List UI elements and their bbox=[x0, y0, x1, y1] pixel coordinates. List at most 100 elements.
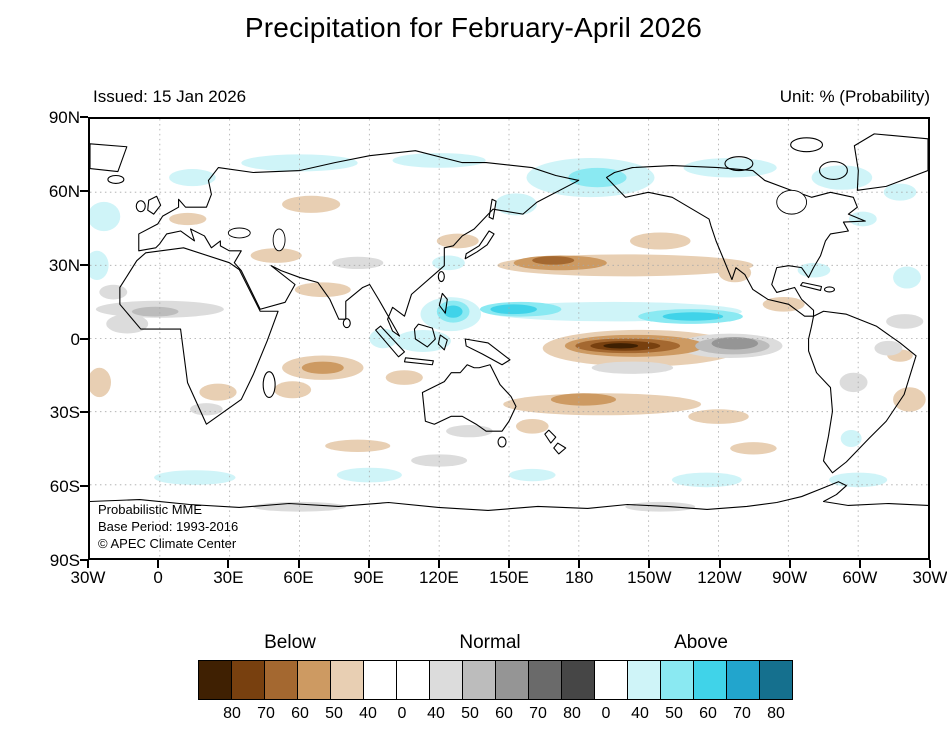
coastline-madagascar bbox=[262, 371, 276, 399]
coastline-australia bbox=[421, 364, 517, 432]
colorbar-number: 40 bbox=[427, 705, 445, 722]
black-sea bbox=[227, 227, 251, 239]
region-east-pacific-gray-core bbox=[711, 337, 759, 350]
coastline-java bbox=[403, 357, 434, 366]
coastline-new-zealand-north bbox=[544, 429, 557, 444]
colorbar-cell-normal-80 bbox=[561, 660, 595, 700]
unit-label: Unit: % (Probability) bbox=[779, 87, 930, 106]
colorbar-cell-below-60 bbox=[264, 660, 298, 700]
coastline-greenland-west-sliver bbox=[90, 143, 128, 173]
x-axis-label-60W-11: 60W bbox=[842, 568, 878, 587]
region-ne-brazil-interior bbox=[874, 340, 903, 356]
colorbar-number: 50 bbox=[665, 705, 683, 722]
region-spcz-mid bbox=[550, 393, 616, 406]
region-philippines-core bbox=[443, 305, 463, 318]
coastline-greenland-east bbox=[853, 133, 928, 191]
region-equatorial-atlantic-right bbox=[886, 314, 924, 329]
y-tick-mark bbox=[80, 116, 88, 118]
colorbar-cell-white bbox=[363, 660, 397, 700]
x-axis-label-90W-10: 90W bbox=[772, 568, 808, 587]
region-east-china-sea bbox=[432, 255, 465, 271]
y-axis-label-30N: 30N bbox=[48, 255, 80, 275]
x-tick-mark bbox=[648, 560, 651, 568]
colorbar-group-normal: Normal bbox=[459, 632, 521, 653]
region-southern-ocean-east-pacific bbox=[671, 472, 742, 488]
caspian-sea bbox=[272, 228, 286, 252]
colorbar-cell-normal-40 bbox=[429, 660, 463, 700]
probability-regions-layer bbox=[90, 153, 926, 512]
region-southern-ocean-atlantic bbox=[154, 470, 236, 485]
region-southern-ocean-gray bbox=[411, 454, 468, 467]
x-axis-label-150E-6: 150E bbox=[489, 568, 529, 587]
coastlines-layer bbox=[90, 133, 928, 511]
region-itcz-east-core bbox=[662, 312, 724, 321]
coastline-ellesmere-island bbox=[790, 137, 824, 153]
colorbar-group-below: Below bbox=[264, 632, 316, 653]
region-middle-east-caspian bbox=[250, 248, 302, 263]
y-axis-label-60S: 60S bbox=[49, 477, 80, 497]
x-tick-mark bbox=[367, 560, 370, 568]
region-guinea-coast bbox=[106, 314, 149, 334]
region-sahel-gray-mid bbox=[131, 306, 179, 317]
coastline-sumatra bbox=[375, 325, 406, 358]
coastline-tasmania bbox=[497, 436, 507, 448]
coastline-africa bbox=[119, 247, 279, 425]
world-map bbox=[90, 119, 928, 558]
coastline-japan bbox=[464, 230, 495, 260]
colorbar-cell-normal-60 bbox=[495, 660, 529, 700]
y-tick-mark bbox=[80, 189, 88, 192]
coastline-iceland bbox=[107, 174, 125, 184]
y-tick-mark bbox=[80, 485, 88, 488]
colorbar-number: 0 bbox=[397, 705, 407, 722]
colorbar-number: 50 bbox=[325, 705, 343, 722]
region-north-pacific-band-core bbox=[532, 256, 575, 265]
x-axis-label-30W-0: 30W bbox=[70, 568, 106, 587]
colorbar-cell-above-40 bbox=[627, 660, 661, 700]
region-bolivia-paraguay bbox=[839, 372, 868, 393]
region-north-atlantic-left-edge bbox=[90, 201, 121, 232]
colorbar-group-above: Above bbox=[674, 632, 728, 653]
y-axis-label-0: 0 bbox=[70, 329, 80, 349]
credit-model: Probabilistic MME bbox=[98, 502, 203, 517]
colorbar-number: 70 bbox=[257, 705, 275, 722]
region-southern-africa bbox=[199, 383, 237, 401]
colorbar-cell-below-80 bbox=[198, 660, 232, 700]
coastline-sri-lanka bbox=[342, 318, 351, 329]
region-subtropical-atlantic-right-edge bbox=[893, 266, 921, 289]
map-credits: Probabilistic MME Base Period: 1993-2016… bbox=[98, 501, 238, 552]
region-southern-ocean-west-pacific bbox=[509, 468, 556, 482]
y-axis-label-90S: 90S bbox=[49, 551, 80, 570]
x-tick-mark bbox=[858, 560, 861, 568]
x-tick-mark bbox=[718, 560, 721, 568]
y-tick-mark bbox=[80, 337, 88, 340]
coastline-ireland bbox=[135, 200, 146, 213]
x-tick-mark bbox=[508, 560, 510, 568]
credit-base-period: Base Period: 1993-2016 bbox=[98, 519, 239, 534]
y-tick-mark bbox=[80, 559, 88, 561]
chart-title: Precipitation for February-April 2026 bbox=[244, 12, 703, 43]
colorbar-cell-above-80 bbox=[759, 660, 793, 700]
region-southern-ocean-drake bbox=[829, 472, 888, 488]
region-arctic-siberia-west bbox=[241, 154, 358, 172]
region-southern-ocean-indian bbox=[336, 467, 402, 483]
region-south-atlantic-right-edge bbox=[893, 387, 926, 412]
colorbar-number: 80 bbox=[767, 705, 785, 722]
coastline-hispaniola bbox=[823, 286, 835, 293]
x-axis-label-30E-2: 30E bbox=[213, 568, 244, 587]
x-axis-label-180-7: 180 bbox=[564, 568, 594, 587]
colorbar-number: 0 bbox=[601, 705, 611, 722]
colorbar-cell-above-70 bbox=[726, 660, 760, 700]
colorbar-cell-below-40 bbox=[330, 660, 364, 700]
x-axis-label-30W-12: 30W bbox=[912, 568, 947, 587]
region-gulf-of-alaska-extension bbox=[630, 232, 691, 250]
region-equatorial-pacific-darkest bbox=[603, 343, 639, 349]
region-bering-core bbox=[568, 167, 627, 188]
x-axis-label-120W-9: 120W bbox=[697, 568, 742, 587]
coastline-cuba bbox=[800, 281, 823, 291]
colorbar bbox=[198, 660, 812, 700]
region-newfoundland bbox=[848, 211, 877, 227]
x-tick-mark bbox=[437, 560, 440, 568]
coastline-baffin-island bbox=[818, 161, 848, 180]
region-itcz-west-core bbox=[490, 304, 537, 315]
